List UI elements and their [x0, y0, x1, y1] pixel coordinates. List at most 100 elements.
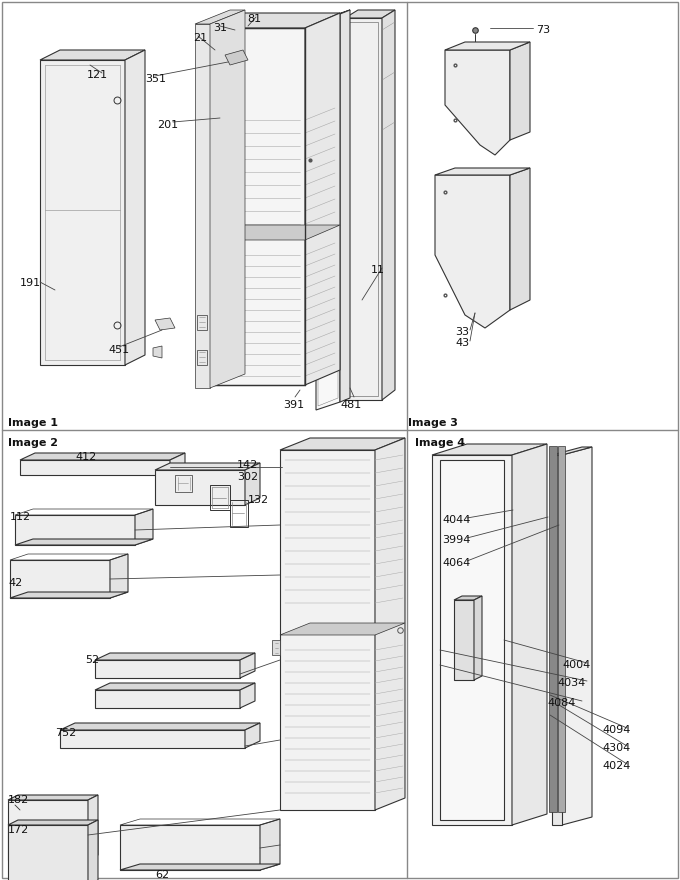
Text: 182: 182: [8, 795, 29, 805]
Polygon shape: [125, 50, 145, 365]
Polygon shape: [205, 13, 340, 28]
Polygon shape: [552, 447, 592, 455]
Polygon shape: [510, 42, 530, 140]
Polygon shape: [345, 10, 395, 18]
Polygon shape: [120, 825, 260, 870]
Polygon shape: [197, 280, 205, 295]
Polygon shape: [440, 460, 504, 820]
Polygon shape: [510, 168, 530, 310]
Polygon shape: [340, 10, 350, 402]
Text: 752: 752: [55, 728, 76, 738]
Polygon shape: [435, 175, 510, 328]
Text: 73: 73: [536, 25, 550, 35]
Text: 4034: 4034: [557, 678, 585, 688]
Text: Image 2: Image 2: [8, 438, 58, 448]
Text: 391: 391: [283, 400, 304, 410]
Polygon shape: [8, 820, 98, 825]
Polygon shape: [155, 463, 260, 470]
Polygon shape: [197, 180, 205, 200]
Polygon shape: [245, 723, 260, 748]
Text: 4304: 4304: [602, 743, 630, 753]
Polygon shape: [155, 318, 175, 330]
Polygon shape: [272, 640, 280, 655]
Polygon shape: [20, 453, 185, 460]
Polygon shape: [205, 225, 340, 240]
Polygon shape: [195, 10, 245, 24]
Polygon shape: [240, 683, 255, 708]
Polygon shape: [382, 10, 395, 400]
Text: 3994: 3994: [442, 535, 471, 545]
Polygon shape: [95, 683, 255, 690]
Text: 4004: 4004: [562, 660, 590, 670]
Text: Image 4: Image 4: [415, 438, 465, 448]
Text: 42: 42: [8, 578, 22, 588]
Polygon shape: [60, 730, 245, 748]
Text: 132: 132: [248, 495, 269, 505]
Text: 4094: 4094: [602, 725, 630, 735]
Polygon shape: [474, 596, 482, 680]
Polygon shape: [435, 168, 530, 175]
Polygon shape: [280, 450, 375, 810]
Text: Image 3: Image 3: [408, 418, 458, 428]
Polygon shape: [345, 18, 382, 400]
Text: 191: 191: [20, 278, 41, 288]
Polygon shape: [8, 825, 88, 880]
Polygon shape: [8, 795, 98, 800]
Polygon shape: [432, 444, 547, 455]
Text: 4084: 4084: [547, 698, 575, 708]
Text: 33: 33: [455, 327, 469, 337]
Polygon shape: [135, 509, 153, 545]
Polygon shape: [15, 539, 153, 545]
Polygon shape: [170, 453, 185, 475]
Text: 302: 302: [237, 472, 258, 482]
Polygon shape: [240, 653, 255, 678]
Polygon shape: [280, 438, 405, 450]
Polygon shape: [153, 346, 162, 358]
Polygon shape: [10, 592, 128, 598]
Text: 52: 52: [85, 655, 99, 665]
Polygon shape: [88, 795, 98, 860]
Text: 121: 121: [87, 70, 108, 80]
Text: 412: 412: [75, 452, 97, 462]
Polygon shape: [155, 470, 245, 505]
Polygon shape: [562, 447, 592, 825]
Text: 4044: 4044: [442, 515, 471, 525]
Text: 81: 81: [247, 14, 261, 24]
Polygon shape: [245, 463, 260, 505]
Polygon shape: [88, 820, 98, 880]
Polygon shape: [40, 50, 145, 60]
Polygon shape: [305, 13, 340, 385]
Polygon shape: [120, 864, 280, 870]
Text: 142: 142: [237, 460, 258, 470]
Text: 11: 11: [371, 265, 385, 275]
Polygon shape: [432, 455, 512, 825]
Text: Image 1: Image 1: [8, 418, 58, 428]
Polygon shape: [95, 690, 240, 708]
Polygon shape: [205, 28, 305, 385]
Polygon shape: [60, 723, 260, 730]
Polygon shape: [280, 623, 405, 635]
Polygon shape: [454, 596, 482, 600]
Polygon shape: [549, 446, 557, 812]
Text: 62: 62: [155, 870, 169, 880]
Polygon shape: [454, 600, 474, 680]
Polygon shape: [558, 446, 565, 812]
Polygon shape: [445, 50, 510, 155]
Text: 451: 451: [108, 345, 129, 355]
Text: 351: 351: [145, 74, 166, 84]
Polygon shape: [375, 438, 405, 810]
Text: 481: 481: [340, 400, 361, 410]
Polygon shape: [316, 10, 350, 22]
Polygon shape: [512, 444, 547, 825]
Polygon shape: [8, 800, 88, 860]
Polygon shape: [95, 660, 240, 678]
Text: 43: 43: [455, 338, 469, 348]
Polygon shape: [260, 819, 280, 870]
Polygon shape: [316, 14, 340, 410]
Text: 21: 21: [193, 33, 207, 43]
Text: 201: 201: [157, 120, 178, 130]
Text: 112: 112: [10, 512, 31, 522]
Polygon shape: [20, 460, 170, 475]
Text: 4024: 4024: [602, 761, 630, 771]
Polygon shape: [195, 24, 210, 388]
